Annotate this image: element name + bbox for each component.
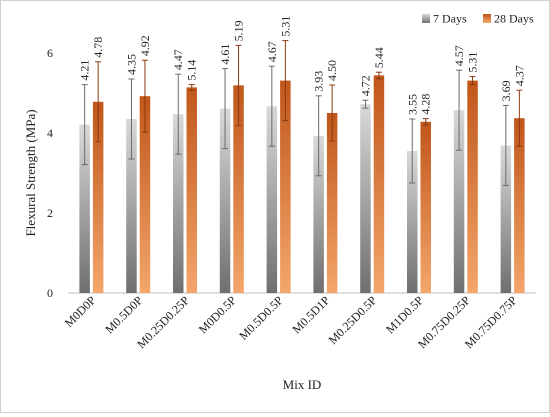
data-label: 4.57 (452, 45, 466, 66)
data-label: 3.55 (405, 94, 419, 115)
y-tick-label: 6 (47, 46, 53, 60)
y-tick-label: 2 (47, 206, 53, 220)
data-label: 4.61 (218, 44, 232, 65)
data-label: 4.72 (358, 75, 372, 96)
data-label: 4.35 (124, 54, 138, 75)
bar-28-days (233, 85, 244, 294)
data-label: 5.19 (232, 20, 246, 41)
bar-7-days (453, 110, 465, 293)
data-label: 4.50 (325, 60, 339, 81)
category-label: M0.5D0P (102, 293, 145, 336)
bar-7-days (360, 104, 371, 293)
data-label: 5.44 (372, 47, 386, 68)
category-label: M0.25D0.5P (326, 293, 380, 347)
y-tick-label: 4 (47, 126, 53, 140)
bar-28-days (280, 80, 291, 293)
bar-28-days (373, 75, 385, 294)
data-label: 4.67 (265, 41, 279, 62)
bar-7-days (500, 145, 512, 293)
data-label: 4.28 (419, 94, 433, 115)
category-label: M0.5D1P (289, 293, 332, 336)
data-label: 4.21 (78, 60, 92, 81)
bar-28-days (92, 101, 104, 293)
data-label: 3.93 (312, 71, 326, 92)
y-tick-label: 0 (47, 286, 53, 300)
legend-swatch (422, 14, 430, 23)
data-label: 3.69 (499, 80, 513, 101)
data-label: 4.37 (512, 65, 526, 86)
data-label: 5.31 (278, 16, 292, 37)
data-label: 4.92 (138, 35, 152, 56)
bar-28-days (186, 87, 197, 294)
category-label: M0D0P (62, 293, 99, 330)
y-axis-title: Flexural Strength (MPa) (23, 109, 38, 236)
data-label: 5.31 (466, 52, 480, 73)
bar-28-days (514, 118, 525, 293)
category-label: M1D0.5P (383, 293, 426, 336)
legend-swatch (483, 14, 491, 23)
bar-7-days (407, 151, 418, 293)
bar-28-days (467, 80, 478, 293)
bar-28-days (326, 113, 338, 293)
data-label: 5.14 (185, 60, 199, 81)
bar-7-days (266, 106, 278, 293)
bar-7-days (79, 124, 90, 293)
data-label: 4.78 (91, 37, 105, 58)
data-label: 4.47 (171, 49, 185, 70)
bar-28-days (420, 121, 431, 293)
category-label: M0D0.5P (196, 293, 239, 336)
x-axis-title: Mix ID (283, 377, 322, 392)
bar-28-days (139, 96, 151, 293)
legend-label: 7 Days (433, 12, 467, 26)
bar-7-days (219, 108, 231, 293)
legend-label: 28 Days (494, 12, 534, 26)
bar-7-days (313, 135, 324, 293)
category-label: M0.5D0.5P (236, 293, 286, 343)
bar-7-days (126, 119, 137, 293)
bar-7-days (173, 114, 184, 293)
